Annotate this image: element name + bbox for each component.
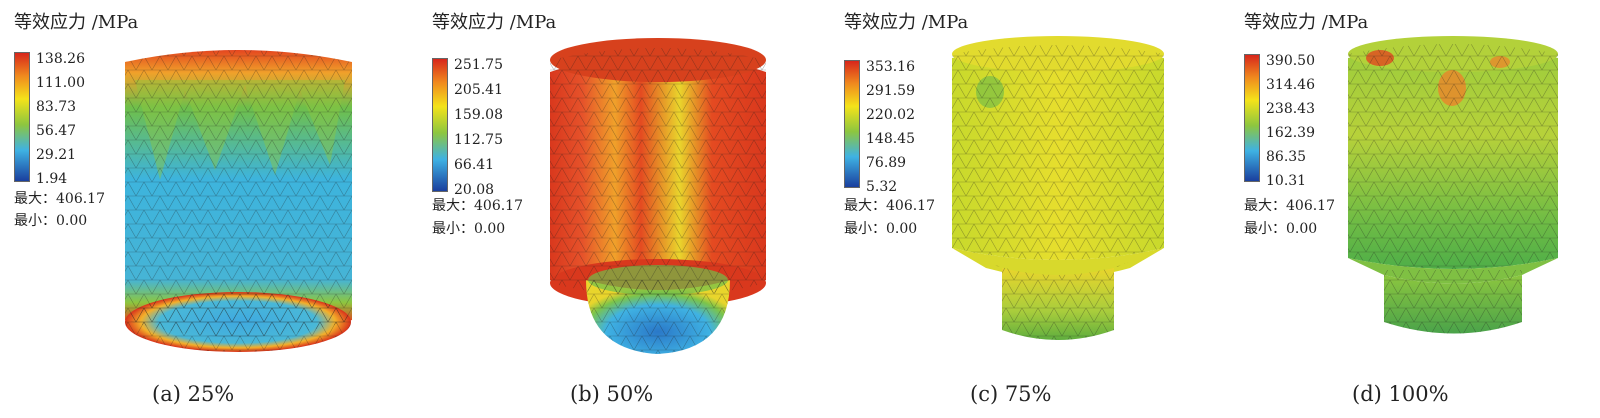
stress-contour-model xyxy=(1348,36,1558,334)
scale-tick: 220.02 xyxy=(866,107,915,123)
scale-tick: 10.31 xyxy=(1266,173,1307,189)
scale-tick: 148.45 xyxy=(866,131,915,147)
scale-tick: 390.50 xyxy=(1266,53,1315,69)
scale-tick: 83.73 xyxy=(36,99,77,115)
scale-tick: 5.32 xyxy=(866,179,898,195)
max-value: 最大：406.17 xyxy=(14,191,105,207)
scale-tick: 251.75 xyxy=(454,57,503,73)
legend-title: 等效应力 /MPa xyxy=(1244,12,1369,33)
scale-tick: 76.89 xyxy=(866,155,907,171)
scale-tick: 314.46 xyxy=(1266,77,1315,93)
scale-tick: 291.59 xyxy=(866,83,915,99)
min-value: 最小：0.00 xyxy=(432,221,506,237)
color-scale-bar xyxy=(432,58,448,192)
max-value: 最大：406.17 xyxy=(432,198,523,214)
scale-tick: 29.21 xyxy=(36,147,77,163)
legend-title: 等效应力 /MPa xyxy=(844,12,969,33)
min-value: 最小：0.00 xyxy=(844,221,918,237)
scale-tick: 20.08 xyxy=(454,182,495,198)
scale-tick: 159.08 xyxy=(454,107,503,123)
scale-tick: 112.75 xyxy=(454,132,503,148)
scale-tick: 56.47 xyxy=(36,123,77,139)
scale-tick: 86.35 xyxy=(1266,149,1307,165)
color-scale-bar xyxy=(14,52,30,182)
min-value: 最小：0.00 xyxy=(14,213,88,229)
legend-title: 等效应力 /MPa xyxy=(14,12,139,33)
panel-b: 等效应力 /MPa 251.75 205.41 159.08 112.75 66… xyxy=(418,0,818,418)
max-value: 最大：406.17 xyxy=(1244,198,1335,214)
figure-caption: (c) 75% xyxy=(970,382,1052,406)
panel-c: 等效应力 /MPa 353.16 291.59 220.02 148.45 76… xyxy=(830,0,1230,418)
panel-d: 等效应力 /MPa 390.50 314.46 238.43 162.39 86… xyxy=(1230,0,1600,418)
color-scale-bar xyxy=(844,60,860,188)
scale-tick: 1.94 xyxy=(36,171,68,187)
min-value: 最小：0.00 xyxy=(1244,221,1318,237)
legend-title: 等效应力 /MPa xyxy=(432,12,557,33)
max-value: 最大：406.17 xyxy=(844,198,935,214)
stress-contour-model xyxy=(550,38,766,354)
figure-caption: (d) 100% xyxy=(1352,382,1449,406)
color-scale-bar xyxy=(1244,54,1260,182)
scale-tick: 353.16 xyxy=(866,59,915,75)
stress-contour-model xyxy=(952,36,1164,340)
panel-a: 等效应力 /MPa 138.26 111.00 83.73 56.47 29.2… xyxy=(0,0,400,418)
scale-tick: 138.26 xyxy=(36,51,85,67)
figure-caption: (a) 25% xyxy=(152,382,235,406)
stress-contour-model xyxy=(125,50,352,352)
scale-tick: 66.41 xyxy=(454,157,495,173)
scale-tick: 111.00 xyxy=(36,75,85,91)
scale-tick: 238.43 xyxy=(1266,101,1315,117)
figure-caption: (b) 50% xyxy=(570,382,654,406)
scale-tick: 162.39 xyxy=(1266,125,1315,141)
scale-tick: 205.41 xyxy=(454,82,503,98)
